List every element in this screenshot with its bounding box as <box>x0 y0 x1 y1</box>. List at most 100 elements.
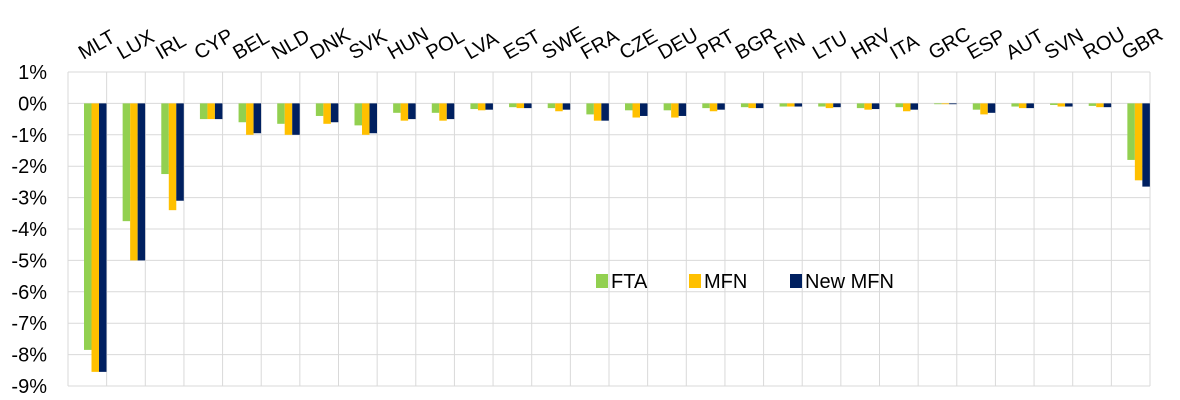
y-tick-label: -9% <box>11 376 47 398</box>
bar-fta <box>547 103 556 109</box>
bar-new-mfn <box>446 103 455 120</box>
bar-mfn <box>748 103 756 109</box>
y-tick-label: 1% <box>18 62 47 84</box>
bar-new-mfn <box>408 103 416 120</box>
bar-new-mfn <box>1103 103 1112 108</box>
bar-fta <box>315 103 324 116</box>
bar-mfn <box>980 103 988 115</box>
bar-new-mfn <box>137 103 146 261</box>
bar-mfn <box>1134 103 1143 181</box>
bar-mfn <box>323 103 331 124</box>
bar-mfn <box>593 103 602 121</box>
bar-fta <box>199 103 208 120</box>
legend-label: FTA <box>611 271 648 293</box>
bar-mfn <box>555 103 563 112</box>
bar-new-mfn <box>833 103 841 108</box>
bar-fta <box>1088 103 1097 106</box>
bar-fta <box>779 103 788 107</box>
bar-mfn <box>671 103 679 118</box>
bar-new-mfn <box>253 103 262 134</box>
bar-fta <box>393 103 401 113</box>
bar-fta <box>740 103 749 108</box>
bar-fta <box>277 103 285 124</box>
bar-new-mfn <box>640 103 648 116</box>
bar-mfn <box>362 103 370 135</box>
x-tick-label: IRL <box>152 30 190 65</box>
bar-fta <box>122 103 131 222</box>
x-tick-label: GBR <box>1118 24 1167 65</box>
bar-mfn <box>632 103 640 118</box>
bar-fta <box>354 103 362 126</box>
bar-mfn <box>400 103 409 121</box>
y-tick-label: -1% <box>11 125 47 147</box>
bar-new-mfn <box>601 103 609 121</box>
bar-new-mfn <box>1065 103 1073 107</box>
bar-mfn <box>709 103 718 112</box>
x-tick-label: ITA <box>886 30 923 64</box>
x-tick-label: BEL <box>229 26 273 64</box>
bar-mfn <box>477 103 486 111</box>
bar-fta <box>702 103 710 109</box>
bar-fta <box>856 103 865 109</box>
bar-mfn <box>1057 103 1066 107</box>
bar-mfn <box>1018 103 1027 109</box>
bar-new-mfn <box>485 103 493 110</box>
bar-new-mfn <box>717 103 725 110</box>
y-tick-label: 0% <box>18 93 47 115</box>
y-tick-label: -5% <box>11 250 47 272</box>
bar-new-mfn <box>871 103 880 110</box>
bar-fta <box>238 103 247 123</box>
y-tick-label: -2% <box>11 156 47 178</box>
y-tick-label: -6% <box>11 282 47 304</box>
bar-fta <box>470 103 478 110</box>
bar-fta <box>586 103 594 115</box>
bar-fta <box>818 103 826 107</box>
bar-mfn <box>864 103 872 110</box>
y-tick-label: -8% <box>11 345 47 367</box>
y-tick-label: -7% <box>11 313 47 335</box>
x-tick-label: FIN <box>770 29 809 64</box>
bar-mfn <box>246 103 254 135</box>
bar-new-mfn <box>678 103 687 116</box>
legend-swatch <box>790 274 802 288</box>
legend-swatch <box>596 274 608 288</box>
bar-new-mfn <box>214 103 223 120</box>
bar-layer <box>84 103 1150 372</box>
bar-mfn <box>903 103 911 112</box>
bar-fta <box>161 103 169 175</box>
bar-fta <box>972 103 981 110</box>
legend-label: MFN <box>704 271 747 293</box>
bar-new-mfn <box>794 103 803 107</box>
bar-new-mfn <box>562 103 571 110</box>
bar-fta <box>509 103 517 108</box>
bar-fta <box>431 103 440 113</box>
bar-mfn <box>168 103 177 211</box>
x-tick-label: LVA <box>461 28 503 65</box>
bar-new-mfn <box>1142 103 1150 187</box>
bar-fta <box>934 103 942 105</box>
bar-mfn <box>207 103 215 120</box>
bar-new-mfn <box>176 103 184 201</box>
bar-fta <box>895 103 903 108</box>
bar-fta <box>1127 103 1135 160</box>
bar-new-mfn <box>987 103 996 113</box>
y-tick-label: -4% <box>11 219 47 241</box>
bar-new-mfn <box>99 103 107 372</box>
legend-swatch <box>689 274 701 288</box>
bar-fta <box>84 103 92 350</box>
bar-mfn <box>787 103 795 107</box>
bar-new-mfn <box>949 103 957 105</box>
legend: FTA MFN New MFN <box>596 271 894 293</box>
bar-new-mfn <box>292 103 300 135</box>
grid-layer <box>67 71 1151 387</box>
bar-mfn <box>825 103 834 109</box>
bar-mfn <box>941 103 950 105</box>
bar-fta <box>1011 103 1019 107</box>
bar-mfn <box>284 103 293 135</box>
bar-mfn <box>516 103 525 109</box>
legend-label: New MFN <box>805 271 894 293</box>
bar-fta <box>1050 103 1058 105</box>
